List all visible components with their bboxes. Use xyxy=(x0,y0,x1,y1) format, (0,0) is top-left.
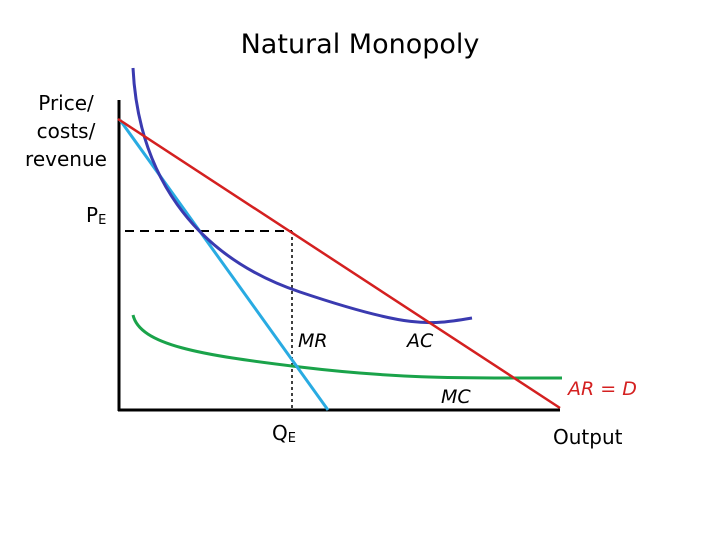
demand-curve xyxy=(117,117,561,410)
mr-label: MR xyxy=(298,330,328,352)
demand-label: AR = D xyxy=(566,378,637,400)
mc-curve xyxy=(131,314,563,380)
y-axis-label: Price/ xyxy=(38,91,94,115)
mr-curve xyxy=(118,119,330,411)
y-axis-label: revenue xyxy=(25,147,107,171)
ac-label: AC xyxy=(405,330,434,352)
x-axis-label: Output xyxy=(553,425,623,449)
quantity-label: QE xyxy=(272,421,296,446)
y-axis-label: costs/ xyxy=(37,119,96,143)
mc-label: MC xyxy=(441,386,471,408)
title: Natural Monopoly xyxy=(241,29,480,60)
ac-curve xyxy=(131,67,473,325)
price-label: PE xyxy=(86,203,106,228)
